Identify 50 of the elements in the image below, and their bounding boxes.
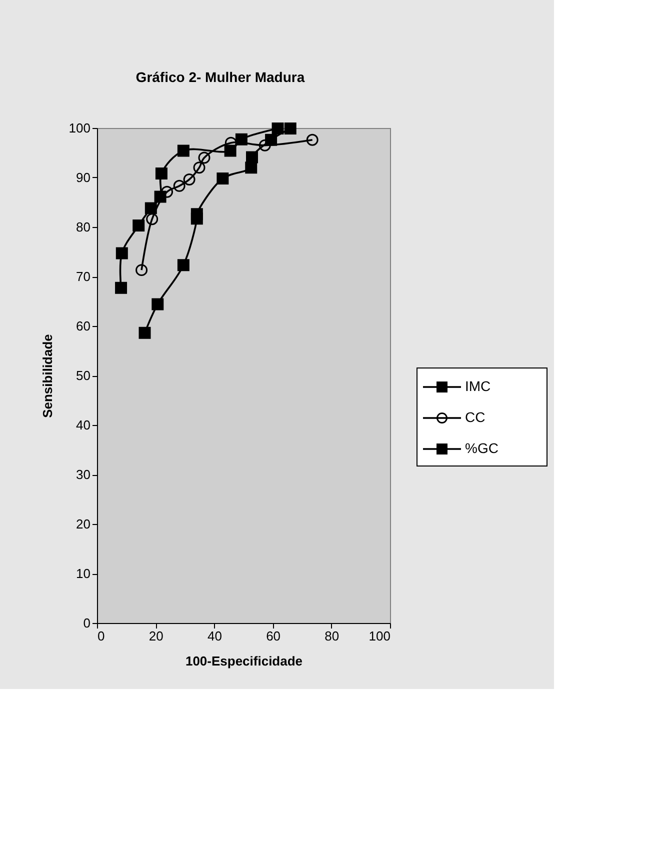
point [258, 139, 271, 152]
point [193, 162, 206, 174]
point [136, 264, 148, 276]
point [138, 326, 151, 339]
y-tick-label: 40 [76, 418, 90, 432]
point [132, 220, 145, 232]
point [190, 208, 203, 220]
y-tick-label: 0 [83, 616, 90, 630]
point [272, 122, 284, 134]
x-tick-label: 20 [148, 628, 164, 644]
point [265, 134, 278, 146]
point [173, 180, 186, 192]
y-tick-label: 100 [68, 120, 90, 136]
y-axis-title: Sensibilidade [40, 334, 55, 418]
point [115, 282, 128, 294]
x-axis-title: 100-Especificidade [185, 654, 303, 668]
point [284, 122, 296, 134]
point [161, 186, 174, 198]
x-tick-label: 60 [266, 628, 281, 644]
point [177, 259, 190, 272]
point [245, 162, 258, 174]
point [155, 168, 168, 180]
point [177, 144, 190, 157]
point [154, 190, 166, 203]
legend-label: %GC [465, 440, 498, 456]
y-tick-label: 30 [76, 467, 90, 482]
y-tick-label: 50 [76, 368, 90, 383]
point [246, 151, 258, 164]
x-tick-label: 100 [368, 628, 390, 644]
x-tick-label: 0 [98, 628, 105, 644]
point [183, 173, 196, 186]
y-tick-label: 90 [76, 170, 90, 185]
legend-label: IMC [465, 378, 491, 394]
y-tick-label: 10 [76, 566, 90, 581]
y-tick-label: 20 [76, 516, 90, 532]
y-tick-label: 60 [76, 318, 90, 334]
point [216, 172, 229, 184]
point [152, 298, 164, 310]
y-tick-label: 70 [76, 269, 90, 284]
legend-label: CC [465, 409, 486, 425]
point [198, 152, 210, 164]
x-tick-label: 40 [207, 628, 222, 644]
y-tick-label: 80 [76, 220, 90, 234]
point [116, 247, 128, 260]
point [146, 213, 158, 226]
point [235, 133, 248, 146]
x-tick-label: 80 [324, 628, 340, 644]
chart-title: Gráfico 2- Mulher Madura [136, 68, 305, 85]
point [306, 134, 318, 146]
point [144, 202, 157, 214]
